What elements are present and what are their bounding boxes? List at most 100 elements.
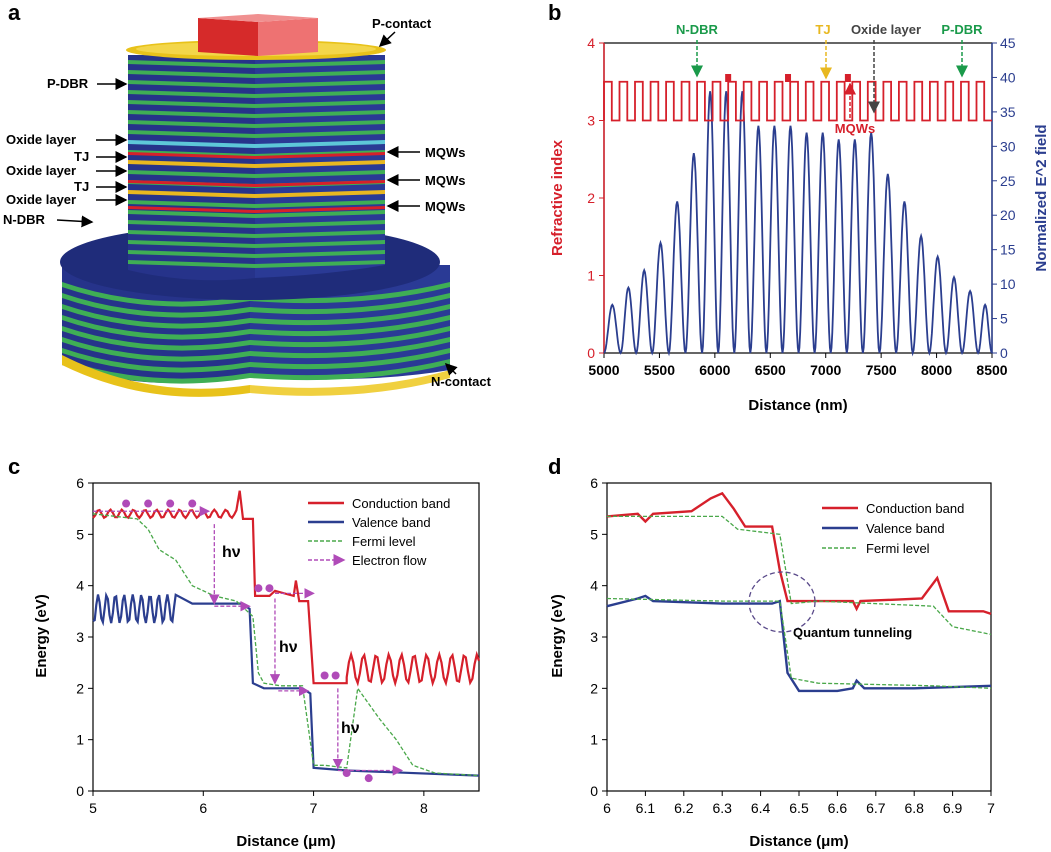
b-ytick-left: 1: [587, 268, 595, 284]
d-xtick: 6.5: [789, 800, 809, 816]
b-ann-mqws: MQWs: [835, 121, 875, 136]
c-ytick: 1: [76, 732, 84, 748]
d-ytick: 5: [590, 526, 598, 542]
c-hv-3: hν: [341, 720, 360, 737]
e2-field-curve: [603, 91, 993, 357]
c-xtick: 6: [199, 800, 207, 816]
c-electron-dot: [254, 584, 263, 593]
b-ann-oxide: Oxide layer: [851, 22, 921, 37]
d-ytick: 0: [590, 783, 598, 799]
refractive-index-curve: [603, 80, 992, 122]
d-xtick: 6.8: [904, 800, 924, 816]
b-ytick-right: 45: [1000, 35, 1016, 51]
b-ann-tj: TJ: [815, 22, 830, 37]
mqw-marker: [785, 74, 792, 82]
b-ylabel-right: Normalized E^2 field: [1033, 124, 1050, 271]
c-electron-dot: [265, 584, 274, 593]
p-contact-block: [198, 14, 318, 56]
d-xtick: 6.9: [943, 800, 963, 816]
c-xtick: 5: [89, 800, 97, 816]
panel-label-c: c: [8, 454, 20, 479]
c-electron-dot: [331, 671, 340, 680]
d-xtick: 6.2: [674, 800, 694, 816]
c-electron-dot: [144, 499, 153, 508]
c-xtick: 8: [420, 800, 428, 816]
d-xtick: 6.7: [866, 800, 886, 816]
label-oxide-3: Oxide layer: [6, 192, 76, 207]
b-xtick: 7500: [866, 362, 897, 378]
d-legend-fermi: Fermi level: [866, 541, 930, 556]
b-ytick-right: 10: [1000, 276, 1016, 292]
d-xtick: 7: [987, 800, 995, 816]
c-ytick: 0: [76, 783, 84, 799]
b-ytick-right: 15: [1000, 242, 1016, 258]
d-ytick: 2: [590, 680, 598, 696]
b-xtick: 7000: [810, 362, 841, 378]
panel-label-b: b: [548, 0, 561, 25]
d-xtick: 6.6: [828, 800, 848, 816]
label-tj-2: TJ: [74, 179, 89, 194]
c-xtick: 7: [310, 800, 318, 816]
c-legend-fermi: Fermi level: [352, 534, 416, 549]
b-ytick-left: 3: [587, 113, 595, 129]
b-xtick: 5000: [588, 362, 619, 378]
d-ytick: 6: [590, 475, 598, 491]
c-electron-dot: [320, 671, 329, 680]
b-ylabel-left: Refractive index: [549, 139, 566, 256]
label-n-contact: N-contact: [431, 374, 492, 389]
c-electron-dot: [364, 774, 373, 783]
panel-label-a: a: [8, 0, 21, 25]
label-n-dbr: N-DBR: [3, 212, 45, 227]
d-xtick: 6.3: [712, 800, 732, 816]
b-ytick-right: 25: [1000, 173, 1016, 189]
vcsel-3d-illustration: P-contact P-DBR Oxide layer TJ Oxide lay…: [3, 14, 492, 397]
b-ytick-left: 0: [587, 345, 595, 361]
b-ytick-right: 30: [1000, 138, 1016, 154]
c-legend: Conduction band Valence band Fermi level…: [308, 496, 450, 568]
tunneling-circle: [748, 571, 816, 633]
c-electron-dot: [188, 499, 197, 508]
d-legend-valence: Valence band: [866, 521, 945, 536]
label-p-dbr: P-DBR: [47, 76, 89, 91]
b-ytick-right: 0: [1000, 345, 1008, 361]
label-mqw-2: MQWs: [425, 173, 465, 188]
b-ann-pdbr: P-DBR: [941, 22, 983, 37]
b-xlabel: Distance (nm): [748, 397, 847, 414]
b-xtick: 5500: [644, 362, 675, 378]
d-ytick: 4: [590, 578, 598, 594]
c-electron-dot: [122, 499, 131, 508]
label-oxide-1: Oxide layer: [6, 132, 76, 147]
c-hv-1: hν: [222, 544, 241, 561]
b-ytick-left: 2: [587, 190, 595, 206]
c-ytick: 6: [76, 475, 84, 491]
panel-label-d: d: [548, 454, 561, 479]
b-xtick: 8000: [921, 362, 952, 378]
label-p-contact: P-contact: [372, 16, 432, 31]
label-oxide-2: Oxide layer: [6, 163, 76, 178]
c-ytick: 3: [76, 629, 84, 645]
panel-b-chart: 5000 5500 6000 6500 7000 7500 8000 8500 0 1 2 3 4 0…: [549, 22, 1050, 414]
b-ytick-right: 35: [1000, 104, 1016, 120]
d-ytick: 1: [590, 732, 598, 748]
c-legend-conduction: Conduction band: [352, 496, 450, 511]
b-xtick: 8500: [976, 362, 1007, 378]
label-mqw-3: MQWs: [425, 199, 465, 214]
d-ylabel: Energy (eV): [549, 594, 566, 677]
d-fermi-lower: [606, 597, 992, 689]
c-legend-electron: Electron flow: [352, 553, 427, 568]
upper-pillar: [126, 40, 386, 281]
c-ytick: 2: [76, 680, 84, 696]
d-fermi-upper: [607, 515, 992, 636]
d-valence-band: [606, 594, 992, 693]
b-ytick-left: 4: [587, 35, 595, 51]
d-tunneling-label: Quantum tunneling: [793, 625, 912, 640]
d-conduction-band: [606, 491, 992, 616]
c-electron-dot: [342, 769, 351, 778]
b-xtick: 6000: [699, 362, 730, 378]
label-mqw-1: MQWs: [425, 145, 465, 160]
b-ytick-right: 20: [1000, 207, 1016, 223]
d-legend: Conduction band Valence band Fermi level: [822, 501, 964, 556]
c-legend-valence: Valence band: [352, 515, 431, 530]
panel-c-chart: 5 6 7 8 0 1 2 3 4 5 6 Distance (μm) Energy (eV) Co…: [33, 475, 481, 850]
c-valence-band: [92, 591, 480, 777]
